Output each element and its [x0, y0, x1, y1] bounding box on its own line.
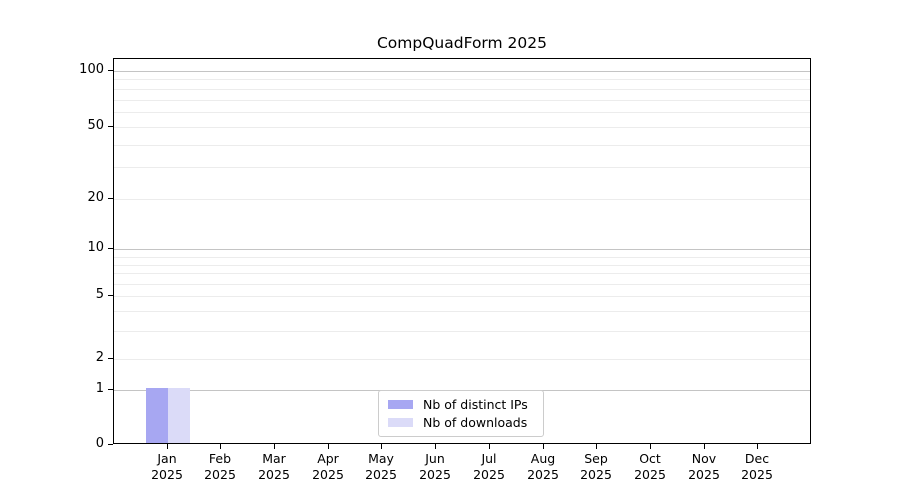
year-label: 2025 — [258, 467, 290, 482]
month-label: Aug — [530, 451, 556, 466]
year-label: 2025 — [365, 467, 397, 482]
legend-swatch-icon — [388, 418, 413, 427]
x-axis-tick — [650, 444, 651, 449]
year-label: 2025 — [473, 467, 505, 482]
minor-gridline — [114, 359, 810, 360]
y-axis-tick-label: 20 — [87, 190, 104, 205]
y-axis-tick — [108, 444, 113, 445]
x-axis-tick-label: Aug 2025 — [513, 451, 573, 483]
y-axis-tick — [108, 248, 113, 249]
minor-gridline — [114, 79, 810, 80]
minor-gridline — [114, 257, 810, 258]
y-axis-tick — [108, 198, 113, 199]
bar-downloads — [168, 388, 190, 443]
plot-area — [113, 58, 811, 444]
minor-gridline — [114, 273, 810, 274]
x-axis-tick — [220, 444, 221, 449]
y-axis-tick — [108, 389, 113, 390]
x-axis-tick — [328, 444, 329, 449]
year-label: 2025 — [527, 467, 559, 482]
x-axis-tick — [435, 444, 436, 449]
legend-swatch-icon — [388, 400, 413, 409]
x-axis-tick — [543, 444, 544, 449]
minor-gridline — [114, 311, 810, 312]
minor-gridline — [114, 89, 810, 90]
month-label: Sep — [584, 451, 608, 466]
year-label: 2025 — [204, 467, 236, 482]
year-label: 2025 — [151, 467, 183, 482]
legend-item: Nb of distinct IPs — [388, 397, 534, 412]
major-gridline — [114, 71, 810, 72]
minor-gridline — [114, 265, 810, 266]
y-axis-tick-label: 5 — [95, 287, 104, 302]
year-label: 2025 — [580, 467, 612, 482]
legend-item: Nb of downloads — [388, 415, 534, 430]
minor-gridline — [114, 112, 810, 113]
x-axis-tick-label: Jul 2025 — [459, 451, 519, 483]
y-axis-tick-label: 2 — [95, 350, 104, 365]
x-axis-tick — [274, 444, 275, 449]
minor-gridline — [114, 127, 810, 128]
x-axis-tick-label: Jan 2025 — [137, 451, 197, 483]
y-axis-tick — [108, 358, 113, 359]
month-label: Jun — [425, 451, 445, 466]
x-axis-tick-label: Feb 2025 — [190, 451, 250, 483]
x-axis-tick — [489, 444, 490, 449]
x-axis-tick — [757, 444, 758, 449]
y-axis-tick-label: 0 — [95, 436, 104, 451]
x-axis-tick-label: Nov 2025 — [674, 451, 734, 483]
y-axis-tick — [108, 295, 113, 296]
month-label: Nov — [691, 451, 717, 466]
bar-distinct-ips — [146, 388, 168, 443]
month-label: Jan — [157, 451, 177, 466]
minor-gridline — [114, 331, 810, 332]
year-label: 2025 — [312, 467, 344, 482]
x-axis-tick — [596, 444, 597, 449]
y-axis-tick-label: 1 — [95, 381, 104, 396]
month-label: Feb — [208, 451, 232, 466]
year-label: 2025 — [741, 467, 773, 482]
x-axis-tick-label: Oct 2025 — [620, 451, 680, 483]
y-axis-tick-label: 10 — [87, 240, 104, 255]
minor-gridline — [114, 296, 810, 297]
major-gridline — [114, 249, 810, 250]
x-axis-tick-label: Jun 2025 — [405, 451, 465, 483]
x-axis-tick-label: Apr 2025 — [298, 451, 358, 483]
minor-gridline — [114, 284, 810, 285]
x-axis-tick — [704, 444, 705, 449]
y-axis-tick-label: 100 — [79, 62, 104, 77]
minor-gridline — [114, 199, 810, 200]
year-label: 2025 — [688, 467, 720, 482]
year-label: 2025 — [419, 467, 451, 482]
legend-item-label: Nb of distinct IPs — [423, 397, 528, 412]
legend-item-label: Nb of downloads — [423, 415, 528, 430]
x-axis-tick — [381, 444, 382, 449]
month-label: Mar — [262, 451, 286, 466]
month-label: Oct — [639, 451, 661, 466]
y-axis-tick — [108, 126, 113, 127]
chart-title: CompQuadForm 2025 — [376, 34, 548, 52]
y-axis-tick — [108, 70, 113, 71]
x-axis-tick — [167, 444, 168, 449]
minor-gridline — [114, 145, 810, 146]
y-axis-tick-label: 50 — [87, 118, 104, 133]
x-axis-tick-label: May 2025 — [351, 451, 411, 483]
month-label: Apr — [317, 451, 339, 466]
minor-gridline — [114, 100, 810, 101]
month-label: Jul — [481, 451, 497, 466]
x-axis-tick-label: Sep 2025 — [566, 451, 626, 483]
month-label: Dec — [744, 451, 770, 466]
x-axis-tick-label: Dec 2025 — [727, 451, 787, 483]
minor-gridline — [114, 167, 810, 168]
legend: Nb of distinct IPs Nb of downloads — [378, 390, 544, 437]
x-axis-tick-label: Mar 2025 — [244, 451, 304, 483]
month-label: May — [368, 451, 394, 466]
year-label: 2025 — [634, 467, 666, 482]
